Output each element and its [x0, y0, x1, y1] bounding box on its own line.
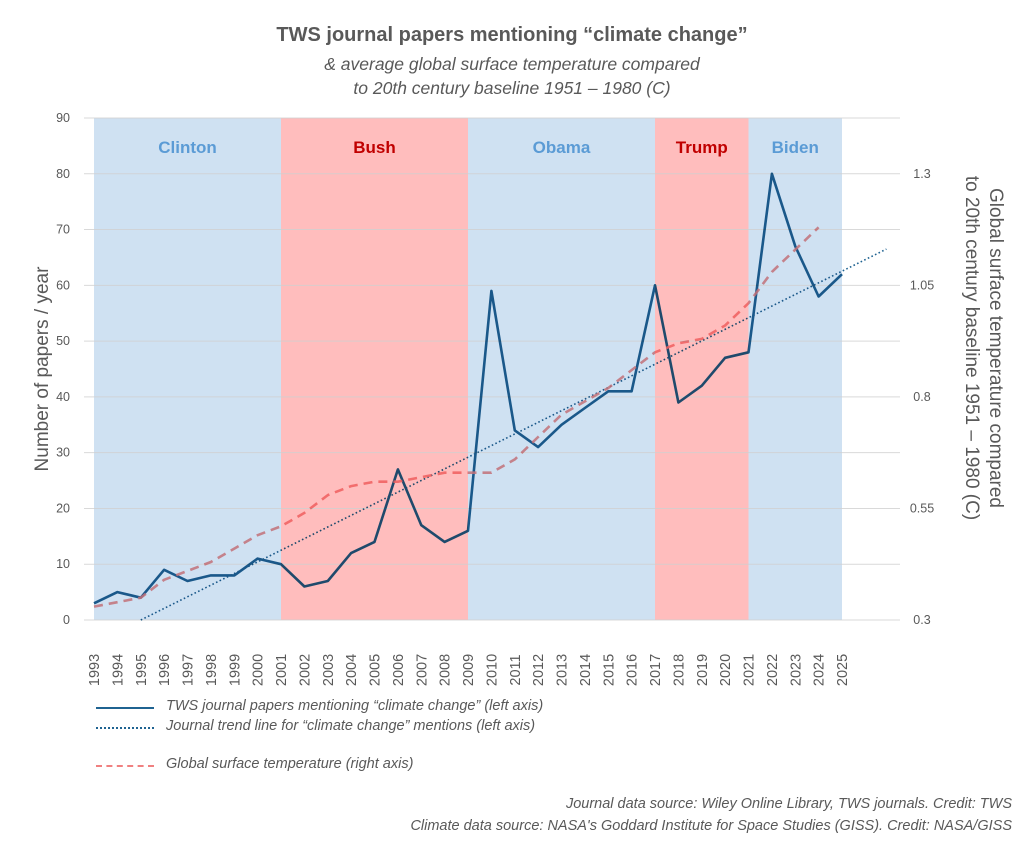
- legend-swatch-dashed: [96, 765, 154, 767]
- era-band-biden: [748, 118, 842, 620]
- x-axis-ticks: 1993 1994 1995 1996 1997 1998 1999 2000 2001 2002…: [87, 654, 851, 686]
- x-tick-label: 2011: [508, 654, 524, 685]
- x-tick-label: 2012: [531, 654, 547, 686]
- x-tick-label: 1994: [110, 654, 126, 686]
- chart-subtitle-line-2: to 20th century baseline 1951 – 1980 (C): [353, 78, 671, 98]
- x-tick-label: 2021: [742, 654, 758, 686]
- era-label-trump: Trump: [676, 138, 728, 157]
- x-tick-label: 2024: [812, 654, 828, 686]
- x-tick-label: 1993: [87, 654, 103, 686]
- x-tick-label: 2013: [555, 654, 571, 686]
- legend-label: Journal trend line for “climate change” …: [166, 718, 536, 734]
- x-tick-label: 2020: [718, 654, 734, 686]
- y-tick-label: 20: [56, 501, 70, 515]
- y-tick-label: 70: [56, 223, 70, 237]
- y-right-tick-label: 1.3: [913, 167, 930, 181]
- y-tick-label: 30: [56, 446, 70, 460]
- era-label-clinton: Clinton: [158, 138, 217, 157]
- x-tick-label: 2023: [788, 654, 804, 686]
- legend-swatch-dotted: [96, 727, 154, 729]
- x-tick-label: 2004: [344, 654, 360, 686]
- x-tick-label: 2006: [391, 654, 407, 686]
- left-axis-ticks: 0 10 20 30 40 50 60 70 80 90: [56, 111, 70, 627]
- right-axis-label: Global surface temperature compared to 2…: [961, 176, 1006, 520]
- right-axis-label-line-1: Global surface temperature compared: [985, 188, 1006, 508]
- x-tick-label: 2022: [765, 654, 781, 686]
- era-label-obama: Obama: [533, 138, 591, 157]
- y-tick-label: 0: [63, 613, 70, 627]
- y-right-tick-label: 1.05: [910, 278, 934, 292]
- x-tick-label: 2016: [625, 654, 641, 686]
- temperature-line: [93, 226, 820, 608]
- x-tick-label: 2017: [648, 654, 664, 686]
- x-tick-label: 2015: [601, 654, 617, 686]
- journal-data-credit: Journal data source: Wiley Online Librar…: [565, 796, 1012, 812]
- era-band-trump: [655, 118, 749, 620]
- x-tick-label: 2000: [251, 654, 267, 686]
- x-tick-label: 2001: [274, 654, 290, 686]
- x-tick-label: 1997: [181, 654, 197, 686]
- era-label-biden: Biden: [772, 138, 819, 157]
- y-right-tick-label: 0.3: [913, 613, 930, 627]
- y-tick-label: 40: [56, 390, 70, 404]
- x-tick-label: 2003: [321, 654, 337, 686]
- right-axis-ticks: 0.3 0.55 0.8 1.05 1.3: [910, 167, 934, 627]
- y-tick-label: 80: [56, 167, 70, 181]
- y-tick-label: 10: [56, 557, 70, 571]
- y-tick-label: 60: [56, 278, 70, 292]
- gridlines: [84, 117, 900, 621]
- x-tick-label: 1998: [204, 654, 220, 686]
- era-labels: Clinton Bush Obama Trump Biden: [158, 138, 819, 157]
- x-tick-label: 2010: [484, 654, 500, 686]
- legend-swatch-solid: [96, 707, 154, 709]
- legend-label: TWS journal papers mentioning “climate c…: [166, 698, 544, 714]
- era-band-bush: [281, 118, 468, 620]
- right-axis-label-line-2: to 20th century baseline 1951 – 1980 (C): [961, 176, 982, 520]
- chart-title: TWS journal papers mentioning “climate c…: [276, 24, 748, 46]
- x-tick-label: 2005: [368, 654, 384, 686]
- x-tick-label: 1999: [227, 654, 243, 686]
- series-lines: [93, 172, 887, 621]
- era-band-clinton: [94, 118, 281, 620]
- y-right-tick-label: 0.8: [913, 390, 930, 404]
- era-band-obama: [468, 118, 655, 620]
- era-label-bush: Bush: [353, 138, 396, 157]
- left-axis-label: Number of papers / year: [32, 266, 53, 472]
- legend-label: Global surface temperature (right axis): [166, 756, 414, 772]
- x-tick-label: 1995: [134, 654, 150, 686]
- papers-line: [93, 172, 843, 605]
- trend-line: [140, 248, 887, 621]
- y-right-tick-label: 0.55: [910, 501, 934, 515]
- x-tick-label: 2019: [695, 654, 711, 686]
- x-tick-label: 2002: [297, 654, 313, 686]
- climate-data-credit: Climate data source: NASA's Goddard Inst…: [410, 818, 1012, 834]
- x-tick-label: 2007: [414, 654, 430, 686]
- x-tick-label: 2014: [578, 654, 594, 686]
- era-bands: [94, 118, 842, 620]
- x-tick-label: 2008: [438, 654, 454, 686]
- chart-subtitle-line-1: & average global surface temperature com…: [324, 54, 700, 74]
- x-tick-label: 1996: [157, 654, 173, 686]
- x-tick-label: 2018: [671, 654, 687, 686]
- x-tick-label: 2009: [461, 654, 477, 686]
- y-tick-label: 50: [56, 334, 70, 348]
- y-tick-label: 90: [56, 111, 70, 125]
- x-tick-label: 2025: [835, 654, 851, 686]
